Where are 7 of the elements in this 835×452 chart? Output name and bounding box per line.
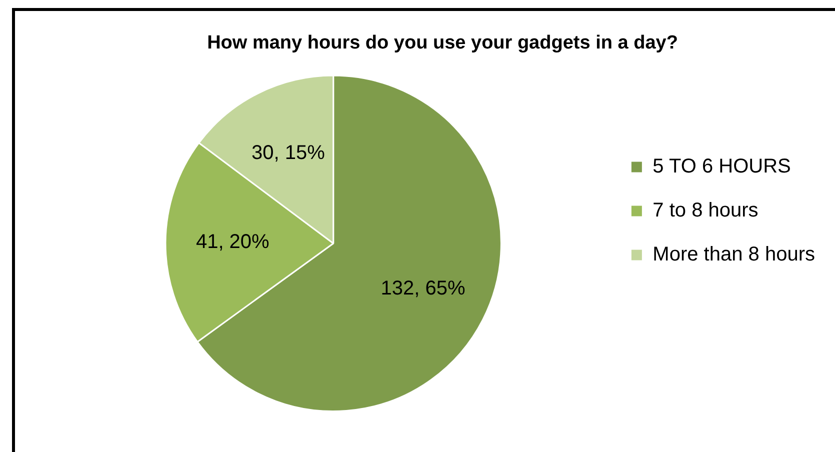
data-label: 41, 20% xyxy=(196,231,270,254)
data-label: 30, 15% xyxy=(252,142,326,164)
data-label: 132, 65% xyxy=(380,278,466,300)
legend-label: 7 to 8 hours xyxy=(652,200,758,222)
chart-title: How many hours do you use your gadgets in a day? xyxy=(207,32,678,54)
legend-label: More than 8 hours xyxy=(652,244,816,266)
legend-label: 5 TO 6 HOURS xyxy=(652,156,791,178)
